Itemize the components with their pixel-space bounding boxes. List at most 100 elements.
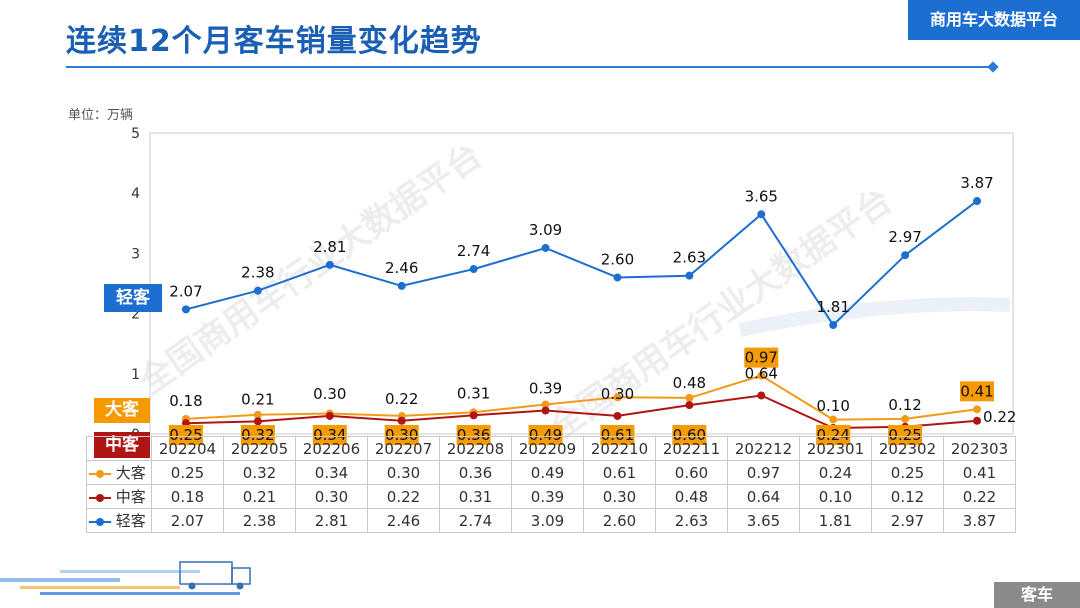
table-row-header: 大客: [86, 460, 152, 485]
data-label-light: 2.60: [601, 250, 634, 268]
data-label-light: 2.63: [673, 249, 706, 267]
table-cell: 0.64: [727, 484, 800, 509]
legend-marker-medium: [89, 493, 111, 503]
table-cell: 0.36: [439, 460, 512, 485]
table-cell: 0.32: [223, 460, 296, 485]
data-label-light: 2.97: [888, 228, 921, 246]
data-label-light: 3.09: [529, 221, 562, 239]
table-col-header: 202209: [511, 436, 584, 461]
title-divider: [66, 66, 994, 68]
table-cell: 0.24: [799, 460, 872, 485]
table-corner: [86, 436, 152, 461]
table-cell: 0.22: [943, 484, 1016, 509]
data-label-light: 1.81: [817, 298, 850, 316]
table-col-header: 202212: [727, 436, 800, 461]
data-point-light: [757, 210, 766, 219]
data-point-light: [253, 286, 262, 295]
table-col-header: 202206: [295, 436, 368, 461]
table-cell: 3.09: [511, 508, 584, 533]
data-point-light: [181, 305, 190, 314]
plot-area: [149, 132, 1014, 435]
table-col-header: 202205: [223, 436, 296, 461]
data-label-light: 3.87: [960, 174, 993, 192]
y-tick-label: 4: [131, 186, 140, 202]
data-point-medium: [541, 406, 550, 415]
data-label-light: 2.74: [457, 242, 490, 260]
legend-marker-large: [89, 469, 111, 479]
table-cell: 0.22: [367, 484, 440, 509]
data-point-medium: [685, 401, 694, 410]
table-cell: 2.07: [151, 508, 224, 533]
table-cell: 0.31: [439, 484, 512, 509]
table-col-header: 202210: [583, 436, 656, 461]
data-label-bg: [744, 347, 779, 368]
series-tag-light: 轻客: [104, 284, 162, 312]
watermark-text: 全国商用车行业大数据平台: [131, 136, 489, 403]
table-row-label: 中客: [115, 488, 146, 506]
table-cell: 0.12: [871, 484, 944, 509]
unit-label: 单位：万辆: [68, 108, 134, 123]
background-swoosh: [738, 297, 1011, 337]
table-cell: 2.46: [367, 508, 440, 533]
table-cell: 0.49: [511, 460, 584, 485]
table-cell: 0.60: [655, 460, 728, 485]
data-label-light: 2.81: [313, 238, 346, 256]
data-point-light: [541, 243, 550, 252]
table-row-header: 中客: [86, 484, 152, 509]
data-label-text: 0.97: [745, 349, 778, 367]
data-label-light: 2.46: [385, 259, 418, 277]
data-point-large: [253, 410, 262, 419]
data-point-medium: [613, 411, 622, 420]
table-cell: 0.30: [583, 484, 656, 509]
table-col-header: 202211: [655, 436, 728, 461]
y-tick-label: 1: [131, 367, 140, 383]
data-label-medium: 0.10: [817, 397, 850, 415]
data-point-light: [397, 281, 406, 290]
category-tag: 客车: [994, 582, 1080, 608]
table-col-header: 202207: [367, 436, 440, 461]
table-cell: 0.30: [367, 460, 440, 485]
table-col-header: 202303: [943, 436, 1016, 461]
data-point-light: [973, 197, 982, 206]
table-cell: 0.10: [799, 484, 872, 509]
table-row-label: 大客: [115, 464, 146, 482]
data-point-light: [613, 273, 622, 282]
data-point-light: [469, 265, 478, 274]
table-cell: 0.25: [151, 460, 224, 485]
data-label-medium: 0.39: [529, 380, 562, 398]
series-line-large: [185, 374, 978, 421]
data-label-light: 2.38: [241, 264, 274, 282]
platform-badge: 商用车大数据平台: [908, 0, 1080, 40]
table-cell: 0.39: [511, 484, 584, 509]
data-point-large: [829, 415, 838, 424]
data-point-light: [685, 271, 694, 280]
table-cell: 0.34: [295, 460, 368, 485]
data-label-medium: 0.48: [673, 374, 706, 392]
table-row-header: 轻客: [86, 508, 152, 533]
table-cell: 0.30: [295, 484, 368, 509]
table-cell: 2.63: [655, 508, 728, 533]
data-label-text: 0.41: [960, 382, 993, 400]
data-label-medium: 0.22: [385, 390, 418, 408]
data-label-medium: 0.12: [888, 396, 921, 414]
data-label-medium: 0.21: [241, 390, 274, 408]
table-cell: 1.81: [799, 508, 872, 533]
table-row: 轻客 2.07 2.38 2.81 2.46 2.74 3.09 2.60 2.…: [86, 508, 1016, 533]
data-label-medium: 0.18: [169, 392, 202, 410]
data-point-medium: [469, 411, 478, 420]
data-point-large: [901, 414, 910, 423]
data-point-large: [613, 393, 622, 402]
table-cell: 2.38: [223, 508, 296, 533]
data-label-large: 0.97: [744, 347, 779, 368]
data-label-light: 2.07: [169, 282, 202, 300]
table-header-row: 202204 202205 202206 202207 202208 20220…: [86, 436, 1016, 461]
table-cell: 2.97: [871, 508, 944, 533]
data-point-medium: [757, 391, 766, 400]
data-label-medium: 0.31: [457, 384, 490, 402]
table-row: 中客 0.18 0.21 0.30 0.22 0.31 0.39 0.30 0.…: [86, 484, 1016, 509]
data-point-large: [685, 393, 694, 402]
table-col-header: 202301: [799, 436, 872, 461]
table-col-header: 202302: [871, 436, 944, 461]
table-row-label: 轻客: [115, 512, 146, 530]
